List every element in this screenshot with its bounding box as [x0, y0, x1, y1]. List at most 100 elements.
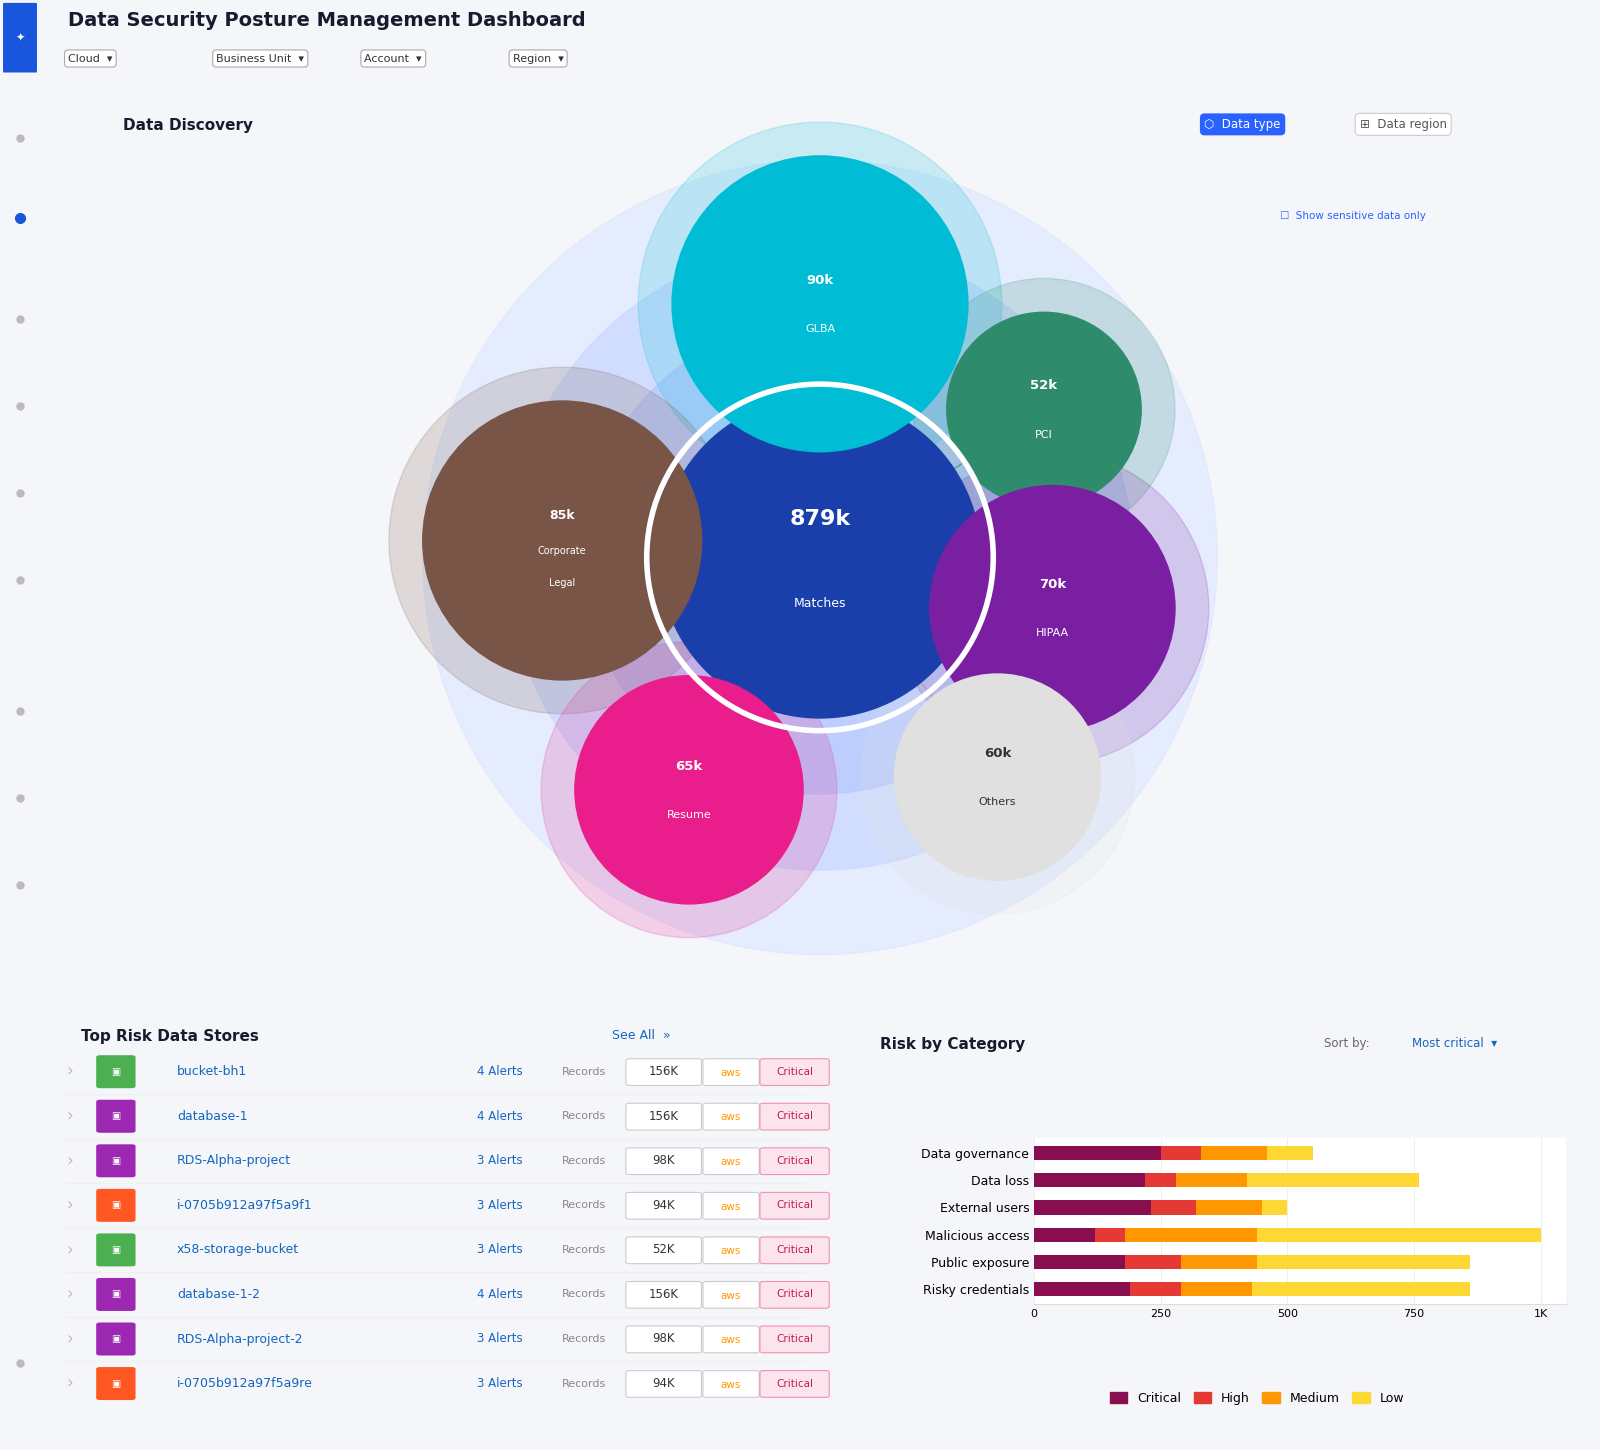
Text: Records: Records [562, 1379, 606, 1389]
Text: ▣: ▣ [112, 1289, 120, 1299]
Text: HIPAA: HIPAA [1035, 628, 1069, 638]
FancyBboxPatch shape [626, 1058, 701, 1086]
Text: 3 Alerts: 3 Alerts [477, 1154, 523, 1167]
Circle shape [638, 122, 1002, 486]
Text: RDS-Alpha-project-2: RDS-Alpha-project-2 [178, 1333, 304, 1346]
Text: Records: Records [562, 1246, 606, 1254]
Bar [1181, 1282, 1251, 1296]
FancyBboxPatch shape [702, 1282, 758, 1308]
Circle shape [914, 278, 1174, 541]
Text: aws: aws [720, 1246, 741, 1256]
Text: GLBA: GLBA [805, 325, 835, 334]
Text: 156K: 156K [648, 1109, 678, 1122]
Text: ⬡  Data type: ⬡ Data type [1205, 117, 1280, 130]
Circle shape [507, 245, 1133, 870]
Text: 90k: 90k [806, 274, 834, 287]
Text: aws: aws [720, 1202, 741, 1212]
Bar [1034, 1201, 1150, 1215]
FancyBboxPatch shape [760, 1237, 829, 1263]
Text: Legal: Legal [549, 577, 576, 587]
FancyBboxPatch shape [626, 1148, 701, 1174]
FancyBboxPatch shape [702, 1103, 758, 1130]
Text: 60k: 60k [984, 747, 1011, 760]
Text: ⊞  Data region: ⊞ Data region [1360, 117, 1446, 130]
Text: aws: aws [720, 1380, 741, 1389]
Text: x58-storage-bucket: x58-storage-bucket [178, 1244, 299, 1256]
Text: 3 Alerts: 3 Alerts [477, 1199, 523, 1212]
Bar [1160, 1146, 1202, 1160]
FancyBboxPatch shape [96, 1234, 136, 1266]
Text: Most critical  ▾: Most critical ▾ [1413, 1037, 1498, 1050]
FancyBboxPatch shape [702, 1058, 758, 1086]
Text: 94K: 94K [653, 1199, 675, 1212]
Text: aws: aws [720, 1112, 741, 1122]
FancyBboxPatch shape [96, 1277, 136, 1311]
FancyBboxPatch shape [626, 1237, 701, 1263]
Text: 4 Alerts: 4 Alerts [477, 1066, 523, 1079]
FancyBboxPatch shape [702, 1327, 758, 1353]
Text: Critical: Critical [776, 1111, 813, 1121]
Text: ›: › [66, 1375, 72, 1392]
FancyBboxPatch shape [702, 1370, 758, 1398]
Text: 65k: 65k [675, 760, 702, 773]
Text: Critical: Critical [776, 1201, 813, 1211]
Legend: Critical, High, Medium, Low: Critical, High, Medium, Low [1104, 1386, 1410, 1409]
Bar [1251, 1282, 1470, 1296]
Text: 3 Alerts: 3 Alerts [477, 1333, 523, 1346]
Text: database-1-2: database-1-2 [178, 1288, 261, 1301]
Text: Data Discovery: Data Discovery [123, 117, 253, 133]
Text: ›: › [66, 1241, 72, 1259]
Text: ›: › [66, 1196, 72, 1214]
Text: ›: › [66, 1108, 72, 1125]
Bar [1267, 1146, 1312, 1160]
Circle shape [861, 641, 1134, 914]
Circle shape [659, 397, 981, 718]
Text: Business Unit  ▾: Business Unit ▾ [216, 54, 304, 64]
Circle shape [672, 157, 968, 452]
Text: 52k: 52k [1030, 380, 1058, 393]
Text: 4 Alerts: 4 Alerts [477, 1288, 523, 1301]
Text: aws: aws [720, 1157, 741, 1167]
Text: ▣: ▣ [112, 1067, 120, 1077]
FancyBboxPatch shape [96, 1056, 136, 1088]
Bar [1262, 1201, 1288, 1215]
Text: ▣: ▣ [112, 1379, 120, 1389]
FancyBboxPatch shape [760, 1058, 829, 1086]
Circle shape [574, 676, 803, 903]
Text: 85k: 85k [549, 509, 574, 522]
Text: Records: Records [562, 1201, 606, 1211]
Circle shape [930, 486, 1174, 731]
FancyBboxPatch shape [626, 1327, 701, 1353]
Circle shape [422, 402, 702, 680]
Bar [1034, 1173, 1146, 1188]
Circle shape [894, 674, 1101, 880]
Bar [1125, 1228, 1258, 1241]
Text: Records: Records [562, 1156, 606, 1166]
Circle shape [896, 452, 1208, 764]
Text: Critical: Critical [776, 1246, 813, 1254]
Bar [1258, 1254, 1470, 1269]
Text: Records: Records [562, 1111, 606, 1121]
Text: Account  ▾: Account ▾ [365, 54, 422, 64]
Circle shape [947, 312, 1141, 506]
Text: bucket-bh1: bucket-bh1 [178, 1066, 248, 1079]
Text: ▣: ▣ [112, 1156, 120, 1166]
Text: Others: Others [979, 798, 1016, 808]
Text: ›: › [66, 1151, 72, 1170]
Bar [1146, 1173, 1176, 1188]
Bar [1034, 1254, 1125, 1269]
Text: RDS-Alpha-project: RDS-Alpha-project [178, 1154, 291, 1167]
Text: ›: › [66, 1063, 72, 1080]
Text: Data Security Posture Management Dashboard: Data Security Posture Management Dashboa… [69, 12, 586, 30]
Text: ▣: ▣ [112, 1111, 120, 1121]
Circle shape [541, 642, 837, 938]
Text: 3 Alerts: 3 Alerts [477, 1378, 523, 1391]
FancyBboxPatch shape [702, 1237, 758, 1263]
Text: ▣: ▣ [112, 1334, 120, 1344]
FancyBboxPatch shape [626, 1103, 701, 1130]
Text: Critical: Critical [776, 1289, 813, 1299]
Text: 98K: 98K [653, 1333, 675, 1346]
Text: 4 Alerts: 4 Alerts [477, 1109, 523, 1122]
FancyBboxPatch shape [702, 1148, 758, 1174]
Bar [1246, 1173, 1419, 1188]
